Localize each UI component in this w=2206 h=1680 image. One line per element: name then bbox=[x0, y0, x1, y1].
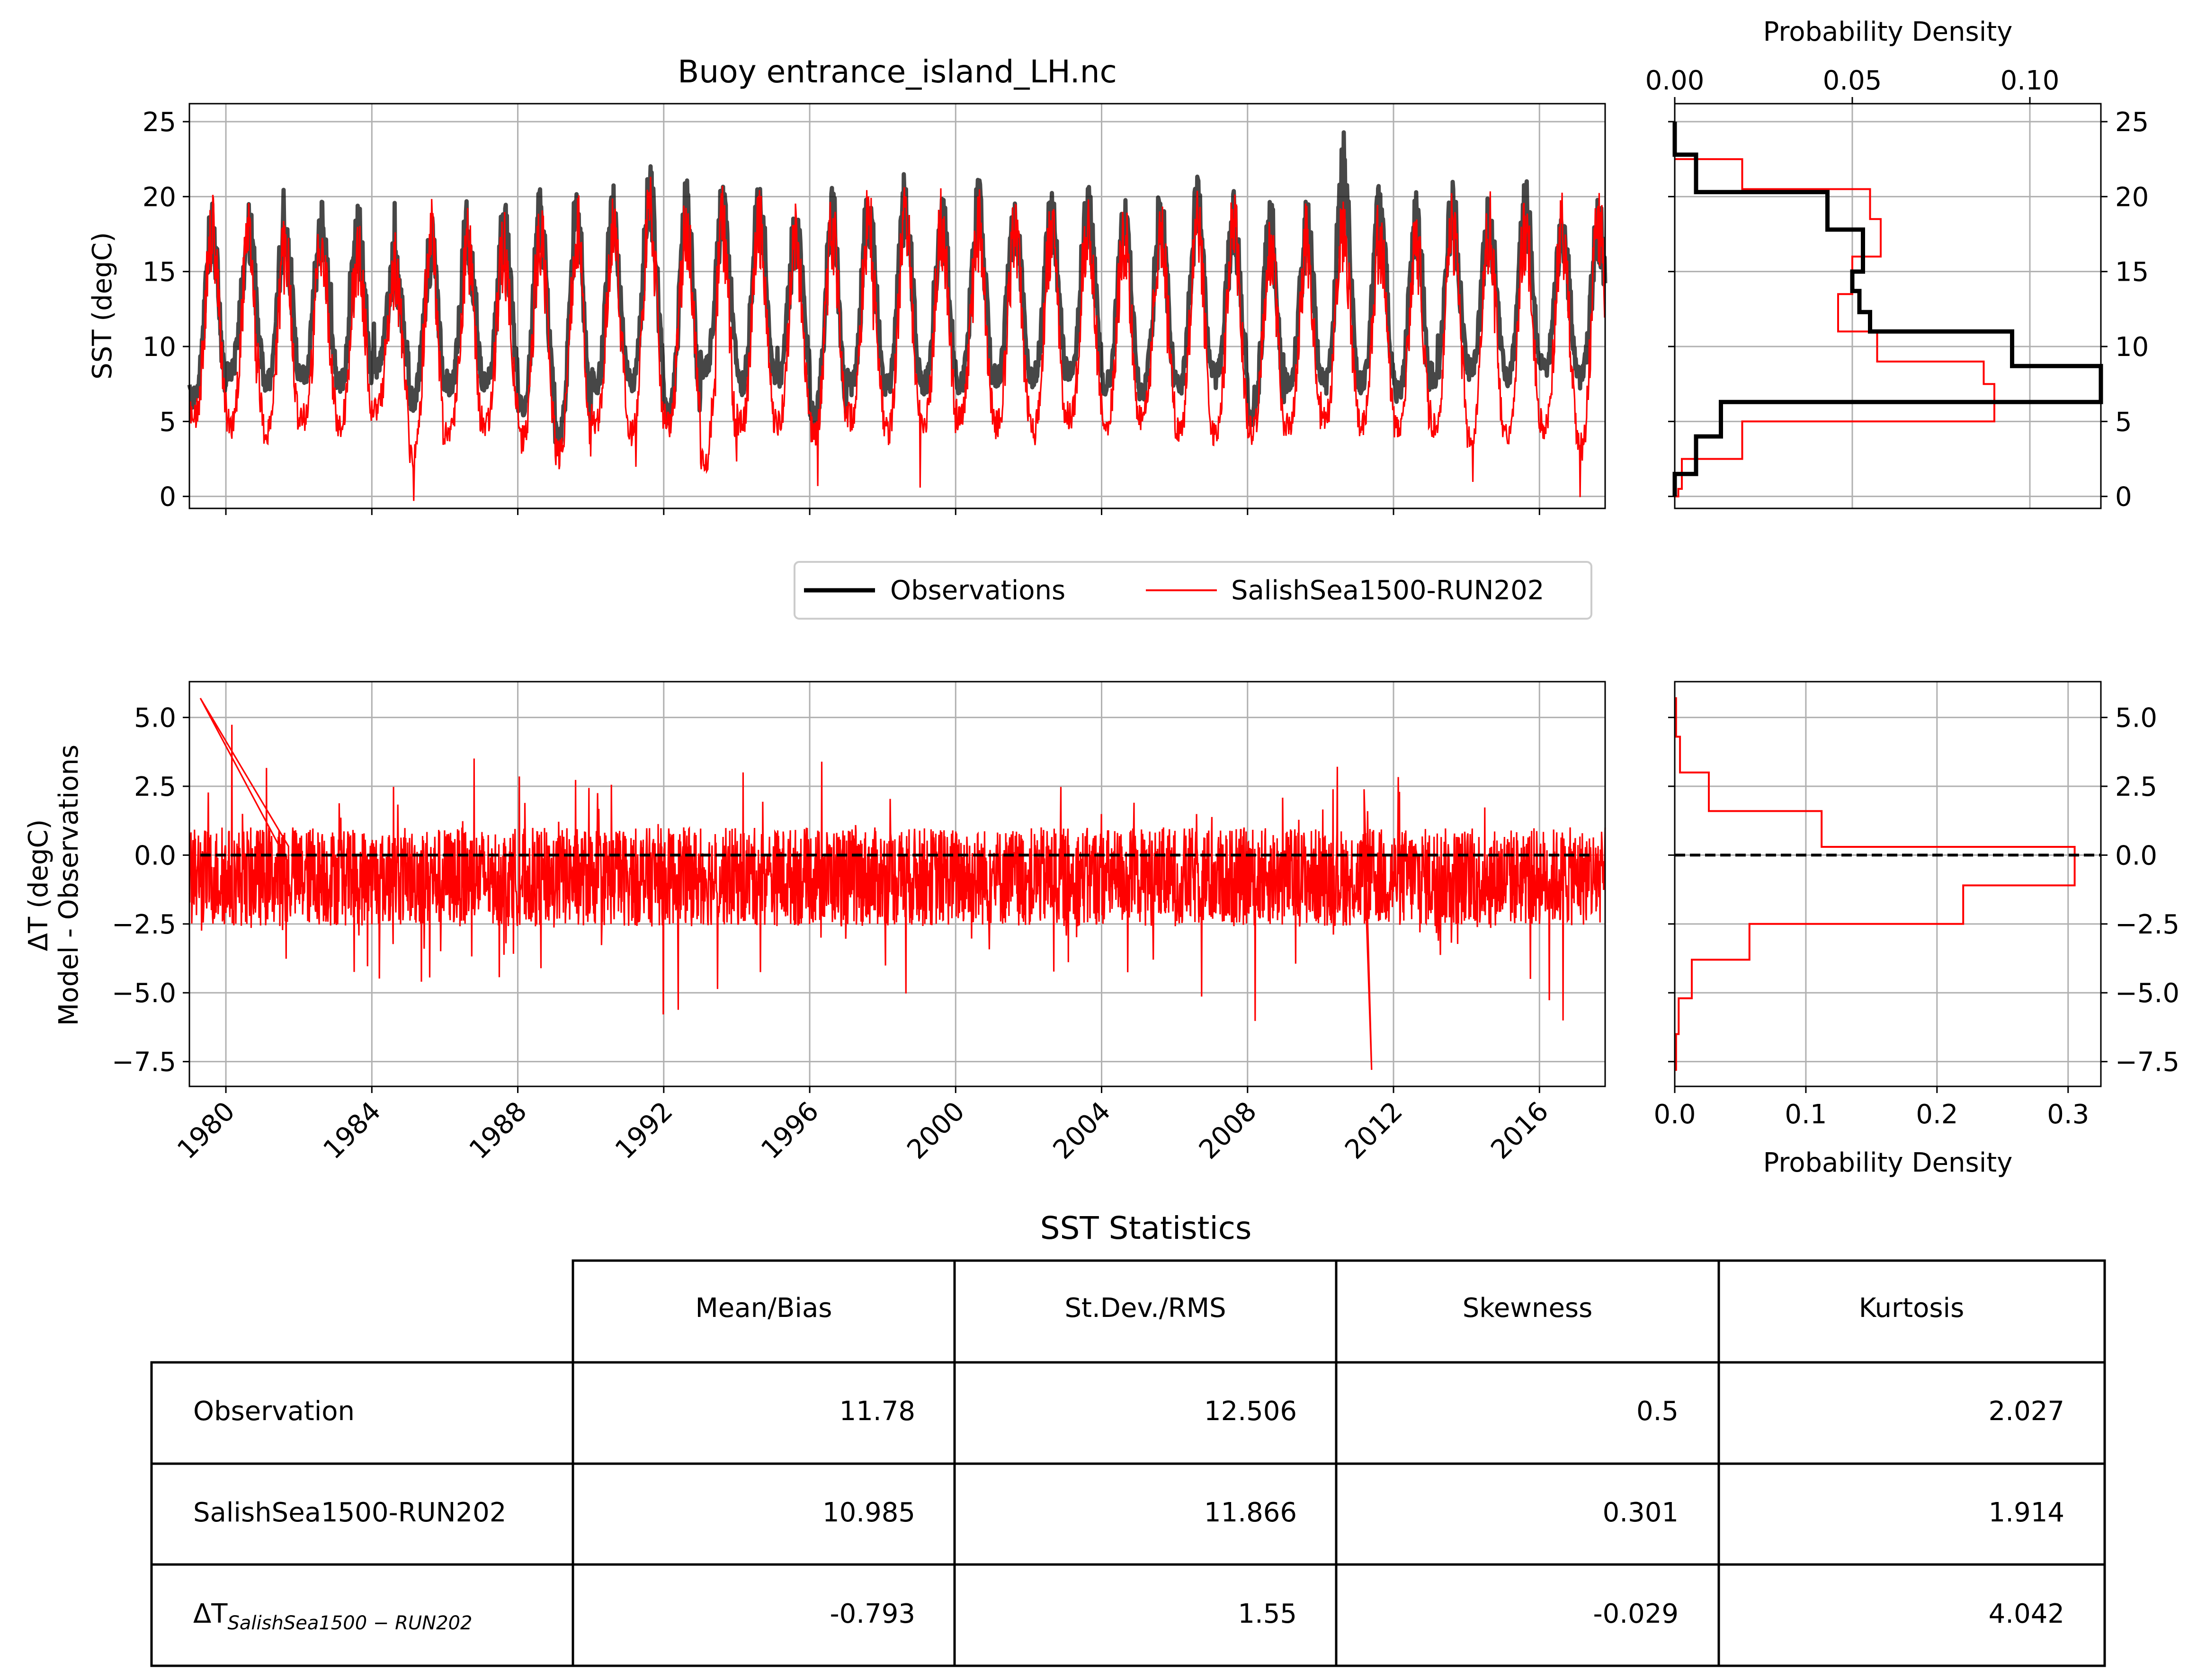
y-tick-label: 5.0 bbox=[2115, 703, 2157, 734]
y-tick-label: 20 bbox=[143, 182, 176, 213]
x-tick-label: 0.05 bbox=[1823, 65, 1882, 96]
y-tick-label: 15 bbox=[2115, 257, 2149, 288]
y-tick-label: 5 bbox=[2115, 407, 2132, 437]
table-header-stdev-rms: St.Dev./RMS bbox=[1064, 1293, 1226, 1324]
table-cell: 2.027 bbox=[1989, 1396, 2064, 1427]
table-header-skewness: Skewness bbox=[1463, 1293, 1593, 1324]
y-tick-label: −5.0 bbox=[112, 978, 176, 1009]
y-tick-label: −7.5 bbox=[2115, 1047, 2179, 1078]
table-cell: 1.914 bbox=[1989, 1497, 2064, 1528]
dt-y-axis-label-2: Model - Observations bbox=[54, 745, 84, 1026]
y-tick-label: 5.0 bbox=[134, 703, 176, 734]
legend: Observations SalishSea1500-RUN202 bbox=[794, 561, 1592, 620]
table-title: SST Statistics bbox=[1040, 1210, 1252, 1246]
table-cell: 4.042 bbox=[1989, 1599, 2064, 1629]
sst-chart-title: Buoy entrance_island_LH.nc bbox=[678, 53, 1117, 90]
y-tick-label: 10 bbox=[143, 332, 176, 363]
legend-label-model: SalishSea1500-RUN202 bbox=[1231, 575, 1544, 606]
table-row-label: ΔTSalishSea1500 − RUN202 bbox=[193, 1599, 472, 1634]
y-tick-label: 20 bbox=[2115, 182, 2149, 213]
y-tick-label: 0.0 bbox=[134, 840, 176, 871]
y-tick-label: −2.5 bbox=[112, 909, 176, 940]
table-cell: 10.985 bbox=[822, 1497, 915, 1528]
y-tick-label: −5.0 bbox=[2115, 978, 2179, 1009]
histogram-observations-step bbox=[1672, 122, 2103, 497]
y-tick-label: 25 bbox=[143, 107, 176, 138]
table-cell: 0.301 bbox=[1603, 1497, 1679, 1528]
table-cell: -0.029 bbox=[1593, 1599, 1679, 1629]
y-tick-label: 15 bbox=[143, 257, 176, 288]
table-cell: 11.78 bbox=[840, 1396, 915, 1427]
table-row-label: SalishSea1500-RUN202 bbox=[193, 1497, 506, 1528]
y-tick-label: 0.0 bbox=[2115, 840, 2157, 871]
y-tick-label: 2.5 bbox=[134, 772, 176, 802]
sst-y-axis-label: SST (degC) bbox=[87, 232, 118, 379]
series-dt-line bbox=[188, 698, 1606, 1070]
y-tick-label: 5 bbox=[159, 407, 176, 437]
x-tick-label: 0.1 bbox=[1785, 1099, 1827, 1130]
table-row-label-main: ΔT bbox=[193, 1599, 228, 1629]
series-model-line bbox=[188, 177, 1606, 501]
dt-histogram-panel: −7.5 −5.0 −2.5 0.0 2.5 5.0 0.0 0.1 0.2 0.3 Proba… bbox=[1653, 681, 2179, 1178]
dt-y-axis-label: ΔT (degC) bbox=[23, 819, 54, 951]
x-tick-label: 0.00 bbox=[1645, 65, 1705, 96]
sst-histogram-xlabel: Probability Density bbox=[1763, 17, 2013, 47]
statistics-table: SST Statistics Mean/Bias St.Dev./RMS Ske… bbox=[150, 1210, 2106, 1667]
table-cell: 11.866 bbox=[1204, 1497, 1297, 1528]
y-tick-label: 25 bbox=[2115, 107, 2149, 138]
dt-histogram-xlabel: Probability Density bbox=[1763, 1147, 2013, 1178]
table-cell: 0.5 bbox=[1636, 1396, 1679, 1427]
sst-histogram-panel: 0 5 10 15 20 25 0.00 0.05 0.10 Probability Dens… bbox=[1645, 17, 2149, 513]
table-header-mean-bias: Mean/Bias bbox=[696, 1293, 832, 1324]
y-tick-label: −7.5 bbox=[112, 1047, 176, 1078]
table-cell: 1.55 bbox=[1238, 1599, 1297, 1629]
x-tick-label: 0.2 bbox=[1916, 1099, 1958, 1130]
sst-timeseries-panel: 0 5 10 15 20 25 Buoy entrance_island_LH.nc SS… bbox=[87, 53, 1608, 515]
y-tick-label: 0 bbox=[2115, 482, 2132, 513]
table-cell: 12.506 bbox=[1204, 1396, 1297, 1427]
y-tick-label: 0 bbox=[159, 482, 176, 513]
legend-label-observations: Observations bbox=[890, 575, 1065, 606]
x-tick-label: 0.3 bbox=[2047, 1099, 2089, 1130]
table-header-kurtosis: Kurtosis bbox=[1859, 1293, 1965, 1324]
y-tick-label: −2.5 bbox=[2115, 909, 2179, 940]
y-tick-label: 10 bbox=[2115, 332, 2149, 363]
x-tick-label: 0.10 bbox=[2001, 65, 2060, 96]
histogram-model-step bbox=[1674, 158, 1995, 498]
histogram-dt-step bbox=[1675, 697, 2076, 1071]
table-row-label: Observation bbox=[193, 1396, 355, 1427]
table-row-label-subscript: SalishSea1500 − RUN202 bbox=[228, 1612, 473, 1634]
table-cell: -0.793 bbox=[830, 1599, 915, 1629]
x-tick-label: 0.0 bbox=[1653, 1099, 1696, 1130]
y-tick-label: 2.5 bbox=[2115, 772, 2157, 802]
